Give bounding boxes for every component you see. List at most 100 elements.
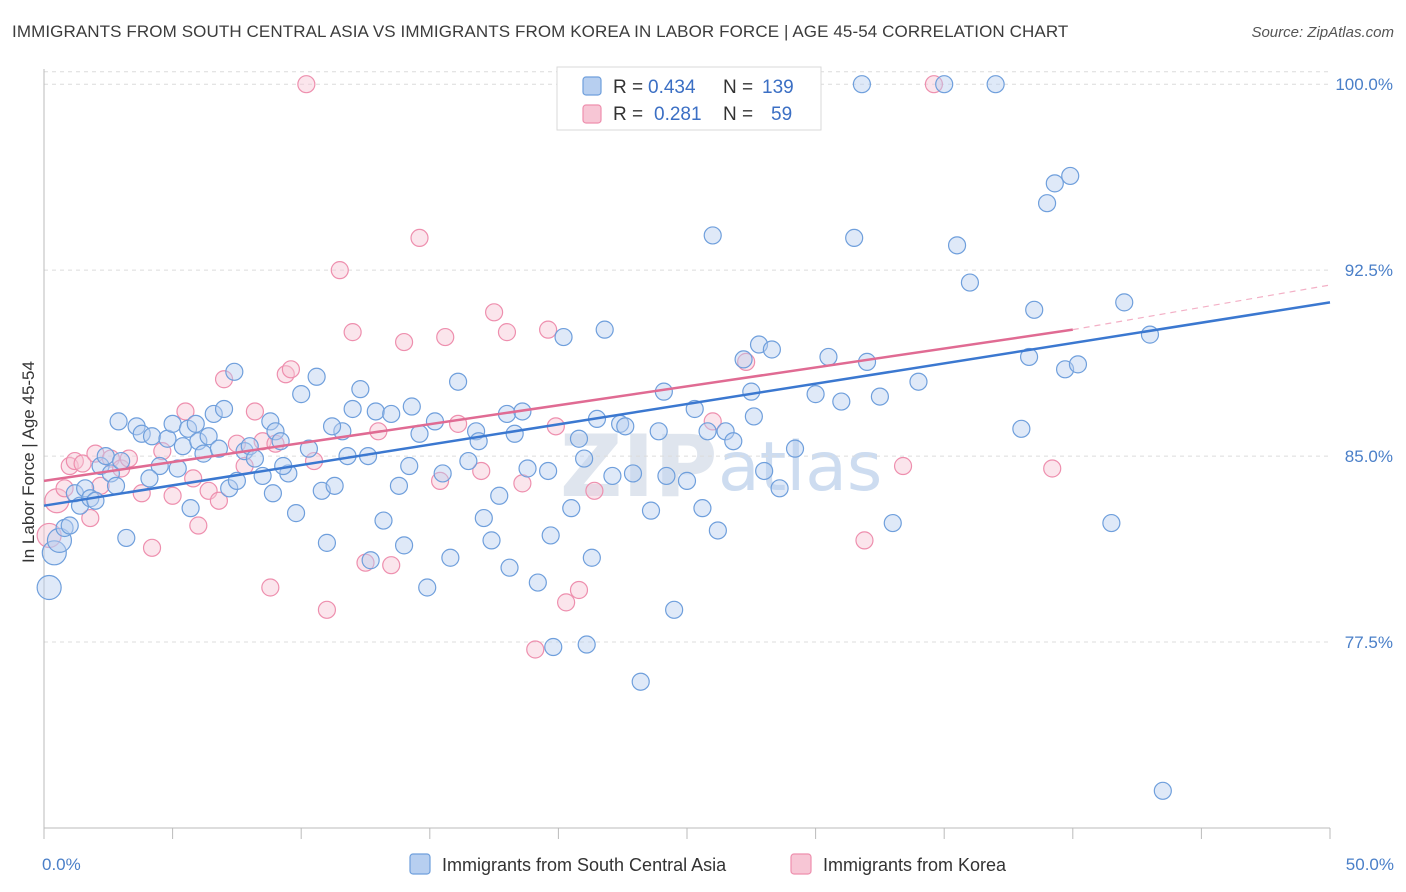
data-point <box>448 372 468 391</box>
data-point <box>96 446 115 466</box>
data-point <box>286 504 306 523</box>
data-point <box>616 417 635 436</box>
data-point <box>189 516 208 535</box>
data-point <box>1045 174 1064 193</box>
data-point <box>482 531 501 550</box>
series-legend-swatch-blue <box>409 853 431 875</box>
data-point <box>1025 300 1044 319</box>
data-point <box>852 75 871 94</box>
data-point <box>317 600 337 619</box>
data-point <box>261 578 280 597</box>
watermark-atlas: atlas <box>718 428 882 507</box>
data-point <box>1102 513 1121 533</box>
data-point <box>163 414 182 433</box>
data-point <box>433 464 452 483</box>
data-point <box>214 370 234 389</box>
trendline-korea <box>43 328 1073 483</box>
data-point <box>173 437 192 456</box>
data-point <box>81 508 100 528</box>
legend-swatch-pink <box>582 104 602 124</box>
data-point <box>1115 293 1134 312</box>
data-point <box>317 533 337 552</box>
data-point <box>703 226 722 245</box>
data-point <box>106 476 126 495</box>
data-point <box>698 422 717 441</box>
gridlines <box>44 71 1330 643</box>
data-point <box>500 558 519 577</box>
data-point <box>562 499 581 518</box>
data-point <box>960 273 980 292</box>
data-point <box>737 352 756 371</box>
data-point <box>518 459 537 478</box>
data-point <box>505 424 524 443</box>
data-point <box>351 380 370 399</box>
series-legend-label-blue: Immigrants from South Central Asia <box>442 855 727 875</box>
data-point <box>528 573 547 592</box>
data-point <box>569 580 589 600</box>
data-point <box>582 548 601 567</box>
data-point <box>577 635 596 654</box>
data-point <box>410 424 429 443</box>
data-point <box>893 456 913 476</box>
data-point <box>181 499 200 518</box>
korea-points <box>36 75 1062 659</box>
data-point <box>117 528 136 548</box>
data-point <box>297 75 316 94</box>
data-point <box>459 451 478 471</box>
data-point <box>46 527 73 553</box>
data-point <box>1043 459 1062 478</box>
data-point <box>986 75 1005 94</box>
data-point <box>322 417 342 436</box>
data-point <box>361 551 380 570</box>
data-point <box>708 521 727 540</box>
data-point <box>299 439 319 458</box>
data-point <box>924 75 944 94</box>
legend-r-label-pink: R = <box>613 104 643 125</box>
data-point <box>1068 355 1088 374</box>
data-point <box>220 479 239 498</box>
data-point <box>557 593 576 612</box>
legend-r-label-blue: R = <box>613 77 643 98</box>
data-point <box>441 548 460 567</box>
data-point <box>526 640 545 659</box>
data-point <box>883 513 902 533</box>
data-point <box>163 486 182 505</box>
legend-n-label-blue: N = <box>723 77 753 98</box>
data-point <box>935 75 954 94</box>
chart-source: Source: ZipAtlas.com <box>1251 24 1394 41</box>
series-legend-swatch-pink <box>790 853 812 875</box>
data-point <box>366 402 385 421</box>
data-point <box>245 402 265 421</box>
data-point <box>374 511 393 530</box>
stats-legend: R = 0.434 N = 139 R = 0.281 N = 59 <box>556 66 822 131</box>
data-point <box>76 479 95 498</box>
data-point <box>1153 781 1172 800</box>
data-point <box>806 385 825 404</box>
data-point <box>870 387 890 406</box>
data-point <box>909 372 928 391</box>
data-point <box>845 228 864 248</box>
data-point <box>263 484 283 503</box>
legend-n-value-blue: 139 <box>762 77 794 98</box>
trendlines <box>43 284 1331 507</box>
data-point <box>307 367 326 386</box>
y-tick-label: 85.0% <box>1345 447 1393 466</box>
data-point <box>266 422 285 441</box>
data-point <box>430 471 450 490</box>
data-point <box>330 261 349 280</box>
data-point <box>436 327 455 347</box>
data-point <box>292 385 311 404</box>
data-point <box>394 332 414 352</box>
data-point <box>755 461 774 481</box>
legend-swatch-blue <box>582 76 602 96</box>
data-point <box>142 427 162 446</box>
data-point <box>402 397 421 416</box>
data-point <box>343 399 362 419</box>
data-point <box>142 538 162 557</box>
data-point <box>631 672 650 691</box>
y-axis-title: In Labor Force | Age 45-54 <box>19 361 38 563</box>
series-legend-label-pink: Immigrants from Korea <box>823 855 1007 875</box>
data-point <box>657 466 676 486</box>
y-tick-labels: 77.5% 85.0% 92.5% 100.0% <box>1335 75 1393 652</box>
data-point <box>497 323 517 342</box>
